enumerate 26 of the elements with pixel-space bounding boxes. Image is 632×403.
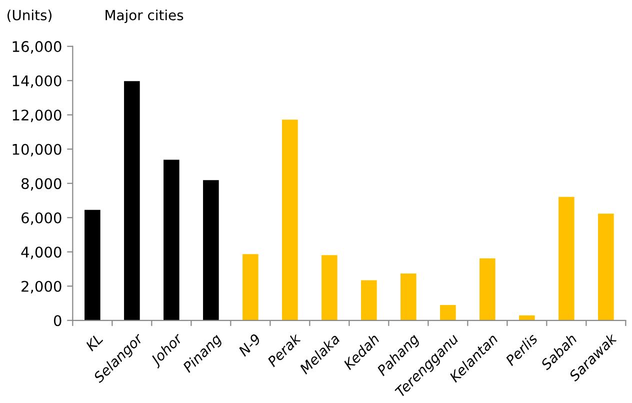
bar [440, 304, 456, 320]
bar [480, 258, 496, 320]
bar [400, 273, 416, 320]
bar [361, 280, 377, 320]
bar [519, 315, 535, 320]
bar [322, 255, 338, 320]
bar [242, 254, 258, 320]
y-tick-label: 16,000 [12, 41, 62, 54]
text: Major cities [106, 10, 184, 24]
y-tick-label: 2,000 [22, 280, 62, 294]
y-tick-label: 4,000 [21, 246, 62, 260]
y-tick-label: 12,000 [12, 110, 62, 122]
bar [558, 196, 574, 320]
bar [84, 210, 100, 320]
x-tick-label: N-9 [238, 333, 262, 357]
bar [282, 120, 298, 320]
y-axis-title: (Units) [8, 10, 52, 22]
bar [124, 81, 140, 320]
y-tick-label: 10,000 [12, 144, 62, 156]
bar [598, 214, 614, 320]
y-tick-label: 6,000 [22, 212, 62, 225]
y-tick-label: 8,000 [22, 178, 62, 191]
bar [203, 180, 219, 320]
y-tick-label: 14,000 [12, 75, 62, 88]
bar [164, 160, 180, 320]
y-tick-label: 0 [54, 315, 62, 326]
